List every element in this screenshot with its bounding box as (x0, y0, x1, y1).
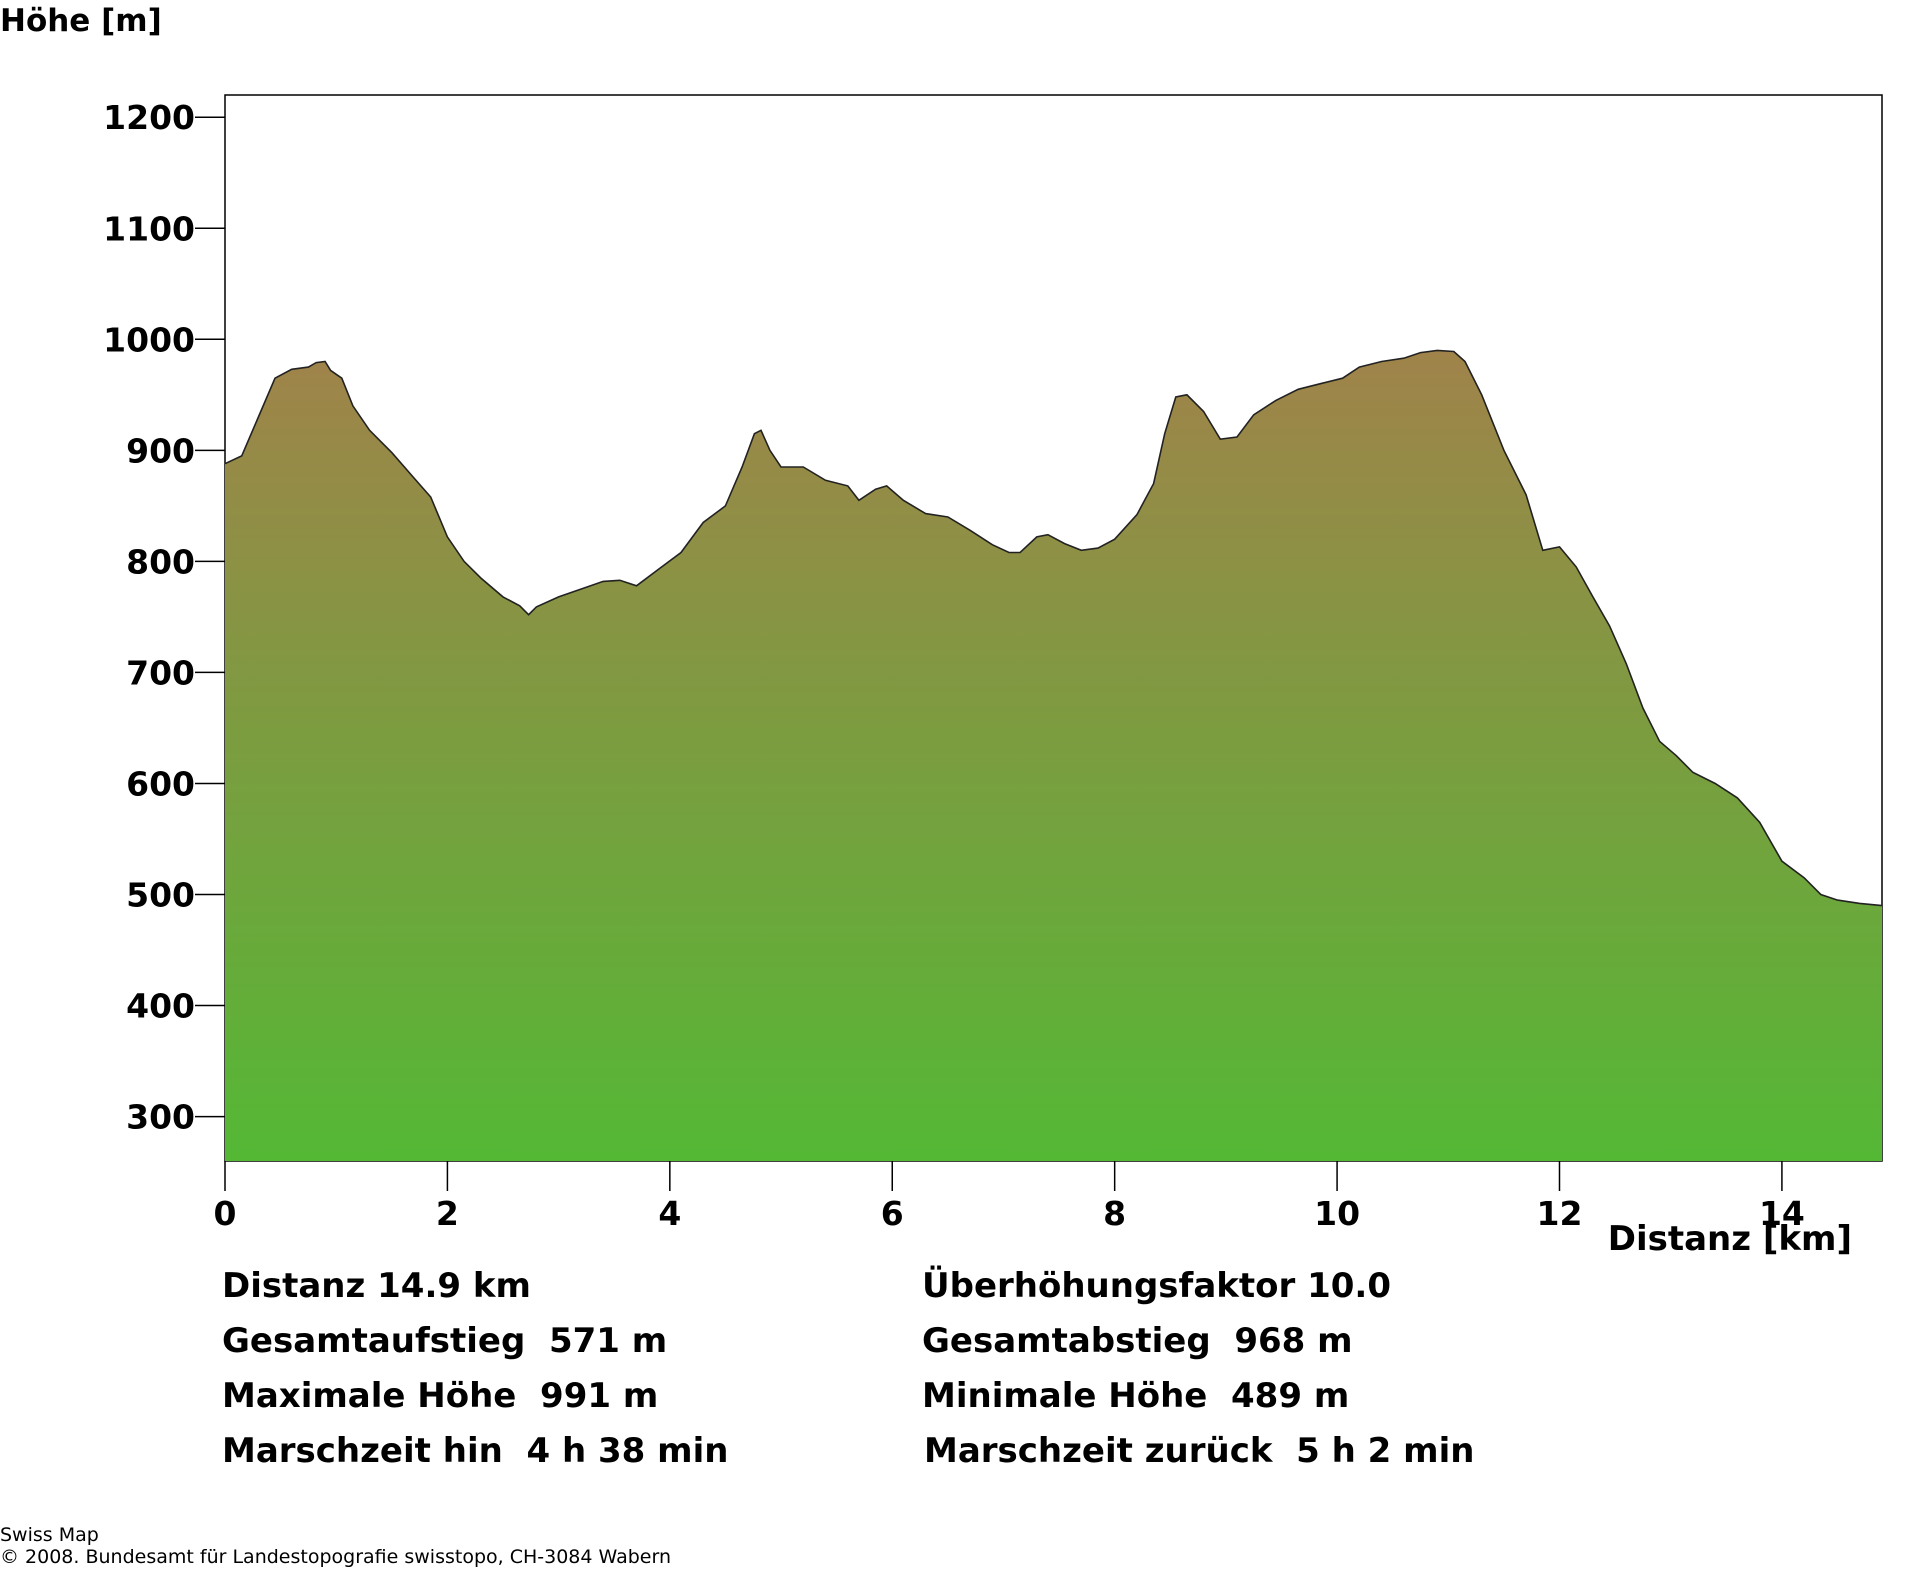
x-tick-label: 8 (1103, 1194, 1126, 1233)
stat-marsch-zurueck: Marschzeit zurück 5 h 2 min (924, 1431, 1475, 1471)
elevation-profile-chart: Höhe [m] 300 400 500 600 700 800 900 1000 1100 12… (0, 3, 1883, 1259)
y-tick-label: 700 (126, 653, 195, 692)
y-tick-label: 500 (126, 876, 195, 915)
credit-copyright: © 2008. Bundesamt für Landestopografie s… (0, 1546, 671, 1568)
x-tick-label: 6 (881, 1194, 904, 1233)
x-tick-label: 12 (1537, 1194, 1583, 1233)
credit-source: Swiss Map (0, 1524, 99, 1546)
stat-min-hoehe: Minimale Höhe 489 m (922, 1376, 1350, 1416)
y-tick-label: 1200 (103, 98, 195, 137)
x-tick-label: 0 (214, 1194, 237, 1233)
y-tick-label: 800 (126, 542, 195, 581)
y-tick-label: 1000 (103, 320, 195, 359)
stat-marsch-hin: Marschzeit hin 4 h 38 min (222, 1431, 729, 1471)
y-tick-label: 900 (126, 431, 195, 470)
y-tick-label: 400 (126, 987, 195, 1026)
x-tick-label: 4 (658, 1194, 681, 1233)
x-axis-label: Distanz [km] (1608, 1219, 1852, 1259)
stat-ueberhoehung: Überhöhungsfaktor 10.0 (922, 1266, 1391, 1306)
y-axis-ticks: 300 400 500 600 700 800 900 1000 1100 1200 (103, 98, 225, 1137)
y-tick-label: 300 (126, 1098, 195, 1137)
x-tick-label: 2 (436, 1194, 459, 1233)
elevation-line (224, 349, 1883, 907)
stat-abstieg: Gesamtabstieg 968 m (922, 1321, 1353, 1361)
y-axis-label: Höhe [m] (0, 3, 162, 39)
y-tick-label: 1100 (103, 209, 195, 248)
stat-distanz: Distanz 14.9 km (222, 1266, 531, 1306)
y-tick-label: 600 (126, 764, 195, 803)
stat-max-hoehe: Maximale Höhe 991 m (222, 1376, 659, 1416)
elevation-area (225, 350, 1882, 1161)
x-axis-ticks: 0 2 4 6 8 10 12 14 (214, 1161, 1805, 1233)
x-tick-label: 10 (1314, 1194, 1360, 1233)
stat-aufstieg: Gesamtaufstieg 571 m (222, 1321, 668, 1361)
x-tick-label: 14 (1759, 1194, 1805, 1233)
